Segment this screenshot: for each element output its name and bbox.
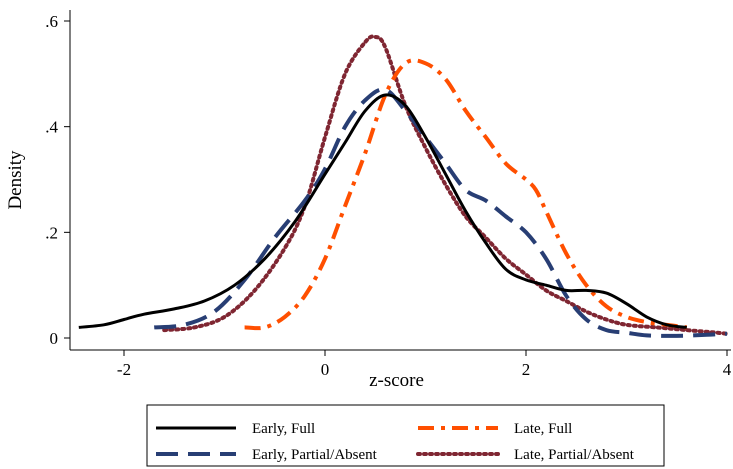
series-line-late-partial-absent [162, 34, 729, 336]
series-line-early-partial-absent [154, 87, 728, 338]
x-tick-label: -2 [117, 360, 131, 379]
x-axis-label: z-score [369, 370, 424, 391]
series-line-late-full [244, 58, 688, 331]
legend-label-late-full: Late, Full [514, 421, 572, 437]
y-tick-label: .2 [45, 223, 58, 242]
legend-label-early-full: Early, Full [252, 421, 315, 437]
plot-lines [78, 34, 729, 338]
y-axis-label: Density [5, 150, 26, 210]
legend-label-early-partial-absent: Early, Partial/Absent [252, 447, 378, 463]
y-tick-label: 0 [50, 329, 59, 348]
x-tick-label: 4 [723, 360, 732, 379]
y-tick-label: .4 [45, 118, 58, 137]
series-line-early-full [78, 93, 687, 329]
x-tick-label: 2 [522, 360, 531, 379]
axes: 0 .2 .4 .6 -2 0 2 4 [45, 10, 732, 379]
x-tick-label: 0 [321, 360, 330, 379]
legend-label-late-partial-absent: Late, Partial/Absent [514, 447, 635, 463]
y-tick-label: .6 [45, 12, 58, 31]
legend: Early, Full Late, Full Early, Partial/Abse… [146, 404, 665, 467]
